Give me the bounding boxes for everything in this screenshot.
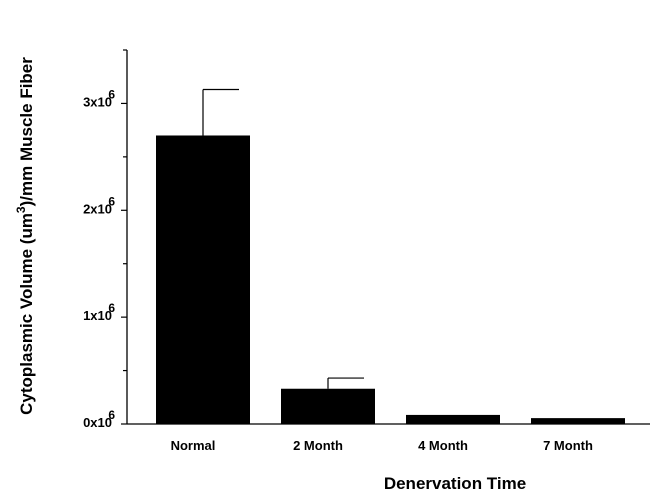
y-axis-title: Cytoplasmic Volume (um3)/mm Muscle Fiber (14, 57, 36, 415)
y-axis-title-prefix: Cytoplasmic Volume (um (17, 213, 36, 415)
y-axis-title-suffix: )/mm Muscle Fiber (17, 57, 36, 207)
bar-2-month (281, 388, 375, 424)
y-axis-title-sup: 3 (14, 206, 28, 213)
x-tick-label: 2 Month (293, 438, 343, 453)
y-tick-label: 3x10 (83, 94, 112, 109)
x-axis-title: Denervation Time (384, 474, 526, 493)
x-tick-label: 4 Month (418, 438, 468, 453)
bar-4-month (406, 414, 500, 424)
y-tick-exponent: 6 (108, 301, 115, 315)
y-tick-label: 2x10 (83, 201, 112, 216)
x-tick-label: Normal (171, 438, 216, 453)
y-tick-exponent: 6 (108, 87, 115, 101)
bar-7-month (531, 418, 625, 424)
bars (156, 88, 625, 424)
y-tick-label: 1x10 (83, 308, 112, 323)
y-tick-exponent: 6 (108, 194, 115, 208)
y-tick-label: 0x10 (83, 415, 112, 430)
bar-normal (156, 135, 250, 424)
x-tick-label: 7 Month (543, 438, 593, 453)
x-tick-labels: Normal 2 Month 4 Month 7 Month (171, 438, 593, 453)
y-tick-exponent: 6 (108, 408, 115, 422)
